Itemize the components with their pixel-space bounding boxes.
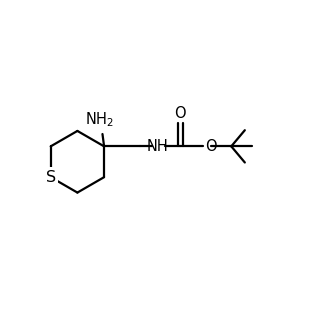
Text: NH$_2$: NH$_2$ bbox=[85, 111, 114, 129]
Text: O: O bbox=[205, 139, 216, 154]
Text: S: S bbox=[46, 170, 56, 185]
Text: O: O bbox=[175, 106, 186, 121]
Text: NH: NH bbox=[147, 139, 169, 154]
